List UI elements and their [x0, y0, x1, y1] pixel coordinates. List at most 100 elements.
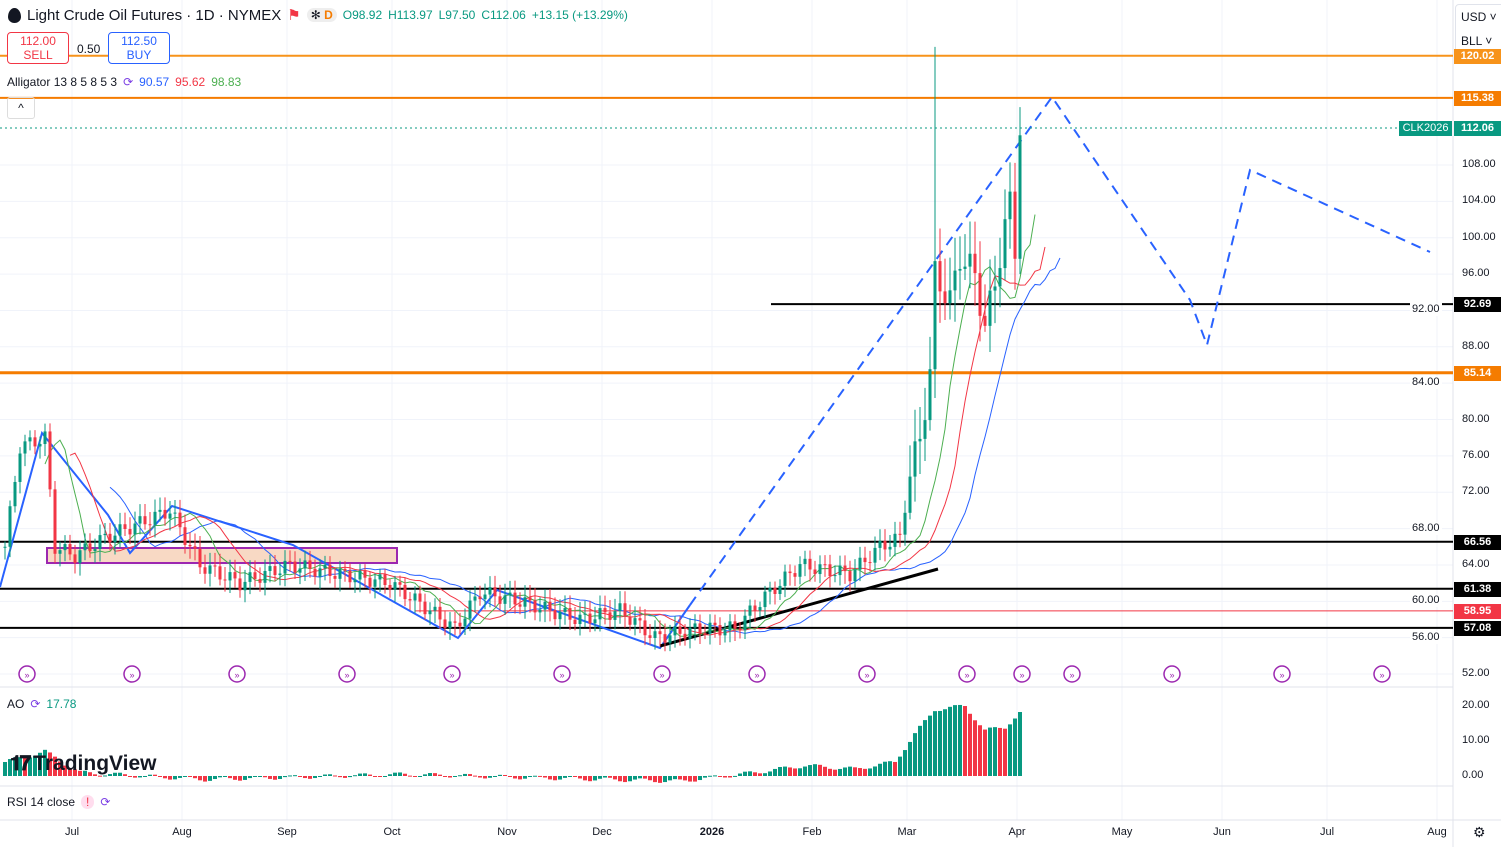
candle — [88, 543, 92, 552]
ao-bar — [558, 776, 562, 780]
economic-event-icon[interactable]: » — [748, 665, 766, 683]
candle — [868, 562, 872, 564]
economic-event-icon[interactable]: » — [1273, 665, 1291, 683]
ao-bar — [218, 776, 222, 778]
economic-event-icon[interactable]: » — [18, 665, 36, 683]
ao-bar — [283, 776, 287, 778]
ao-bar — [598, 776, 602, 779]
economic-event-icon[interactable]: » — [653, 665, 671, 683]
ao-bar — [713, 775, 717, 777]
ao-value: 17.78 — [46, 697, 77, 711]
ao-bar — [548, 776, 552, 780]
flag-icon[interactable]: ⚑ — [287, 7, 301, 24]
economic-event-icon[interactable]: » — [338, 665, 356, 683]
candle — [403, 584, 407, 600]
price-tick: 56.00 — [1410, 630, 1442, 644]
candle — [558, 611, 562, 620]
unit-select[interactable]: BLL ˅ — [1461, 34, 1493, 48]
candle — [188, 544, 192, 547]
ao-bar — [243, 776, 247, 780]
candle — [68, 544, 72, 555]
tradingview-logo[interactable]: 𝟏𝟕 TradingView — [10, 752, 157, 775]
candle — [923, 420, 927, 439]
economic-event-icon[interactable]: » — [228, 665, 246, 683]
candle — [933, 261, 937, 370]
candle — [578, 614, 582, 625]
economic-event-icon[interactable]: » — [123, 665, 141, 683]
candle — [518, 604, 522, 607]
market-status-badge[interactable]: ✻ D — [306, 8, 337, 22]
economic-event-icon[interactable]: » — [1373, 665, 1391, 683]
ao-bar — [238, 776, 242, 781]
sell-button[interactable]: 112.00 SELL — [7, 32, 69, 64]
ao-bar — [358, 773, 362, 776]
ao-bar — [608, 776, 612, 778]
ao-bar — [343, 776, 347, 778]
refresh-icon[interactable]: ⟳ — [100, 795, 111, 809]
ao-bar — [473, 775, 477, 777]
ao-bar — [958, 704, 962, 776]
ao-bar — [423, 774, 427, 776]
ao-bar — [538, 775, 542, 777]
ao-bar — [8, 759, 12, 776]
refresh-icon[interactable]: ⟳ — [30, 697, 41, 711]
candle — [603, 608, 607, 613]
ao-bar — [273, 776, 277, 780]
economic-event-icon[interactable]: » — [1163, 665, 1181, 683]
zigzag-drawing[interactable] — [0, 430, 691, 650]
candle — [393, 582, 397, 590]
economic-event-icon[interactable]: » — [958, 665, 976, 683]
candle — [853, 569, 857, 582]
candle — [953, 270, 957, 291]
candle — [803, 558, 807, 565]
currency-select[interactable]: USD ˅ — [1461, 10, 1497, 24]
ao-legend[interactable]: AO ⟳ 17.78 — [7, 697, 77, 711]
low-value: L97.50 — [438, 8, 476, 22]
ao-bar — [268, 776, 272, 779]
ao-bar — [488, 776, 492, 778]
candle — [698, 623, 702, 634]
economic-event-icon[interactable]: » — [443, 665, 461, 683]
candle — [978, 273, 982, 316]
symbol-title[interactable]: Light Crude Oil Futures · 1D · NYMEX — [27, 6, 282, 24]
candle — [143, 516, 147, 525]
ao-bar — [498, 774, 502, 776]
settings-icon[interactable]: ⚙ — [1473, 824, 1486, 840]
economic-event-icon[interactable]: » — [858, 665, 876, 683]
refresh-icon[interactable]: ⟳ — [123, 75, 134, 89]
ao-bar — [698, 776, 702, 781]
candle — [1008, 191, 1012, 220]
warning-icon[interactable]: ! — [81, 795, 95, 809]
economic-event-icon[interactable]: » — [553, 665, 571, 683]
scale-settings[interactable]: USD ˅ BLL ˅ — [1455, 4, 1501, 54]
economic-event-icon[interactable]: » — [1013, 665, 1031, 683]
ao-bar — [228, 776, 232, 779]
alligator-legend[interactable]: Alligator 13 8 5 8 5 3 ⟳ 90.57 95.62 98.… — [7, 75, 241, 89]
ao-bar — [383, 776, 387, 777]
ao-bar — [408, 775, 412, 777]
candle — [413, 593, 417, 601]
change-value: +13.15 (+13.29%) — [531, 8, 628, 22]
projection-drawing[interactable] — [689, 95, 1431, 606]
ao-bar — [148, 774, 152, 776]
ao-bar — [168, 776, 172, 780]
ao-bar — [38, 752, 42, 776]
level-price-label: 66.56 — [1454, 534, 1501, 550]
jaw-line — [109, 257, 1061, 634]
rsi-legend[interactable]: RSI 14 close! ⟳ — [7, 795, 111, 809]
svg-text:»: » — [24, 670, 29, 680]
ao-bar — [798, 768, 802, 776]
price-tick: 96.00 — [1462, 267, 1490, 280]
ao-bar — [318, 776, 322, 777]
ao-bar — [603, 776, 607, 778]
ao-bar — [183, 776, 187, 777]
ao-bar — [188, 776, 192, 777]
candle — [678, 626, 682, 634]
collapse-legend-button[interactable]: ^ — [7, 97, 35, 119]
candle — [133, 523, 137, 535]
candle — [708, 622, 712, 634]
economic-event-icon[interactable]: » — [1063, 665, 1081, 683]
buy-button[interactable]: 112.50 BUY — [108, 32, 170, 64]
svg-text:»: » — [1379, 670, 1384, 680]
